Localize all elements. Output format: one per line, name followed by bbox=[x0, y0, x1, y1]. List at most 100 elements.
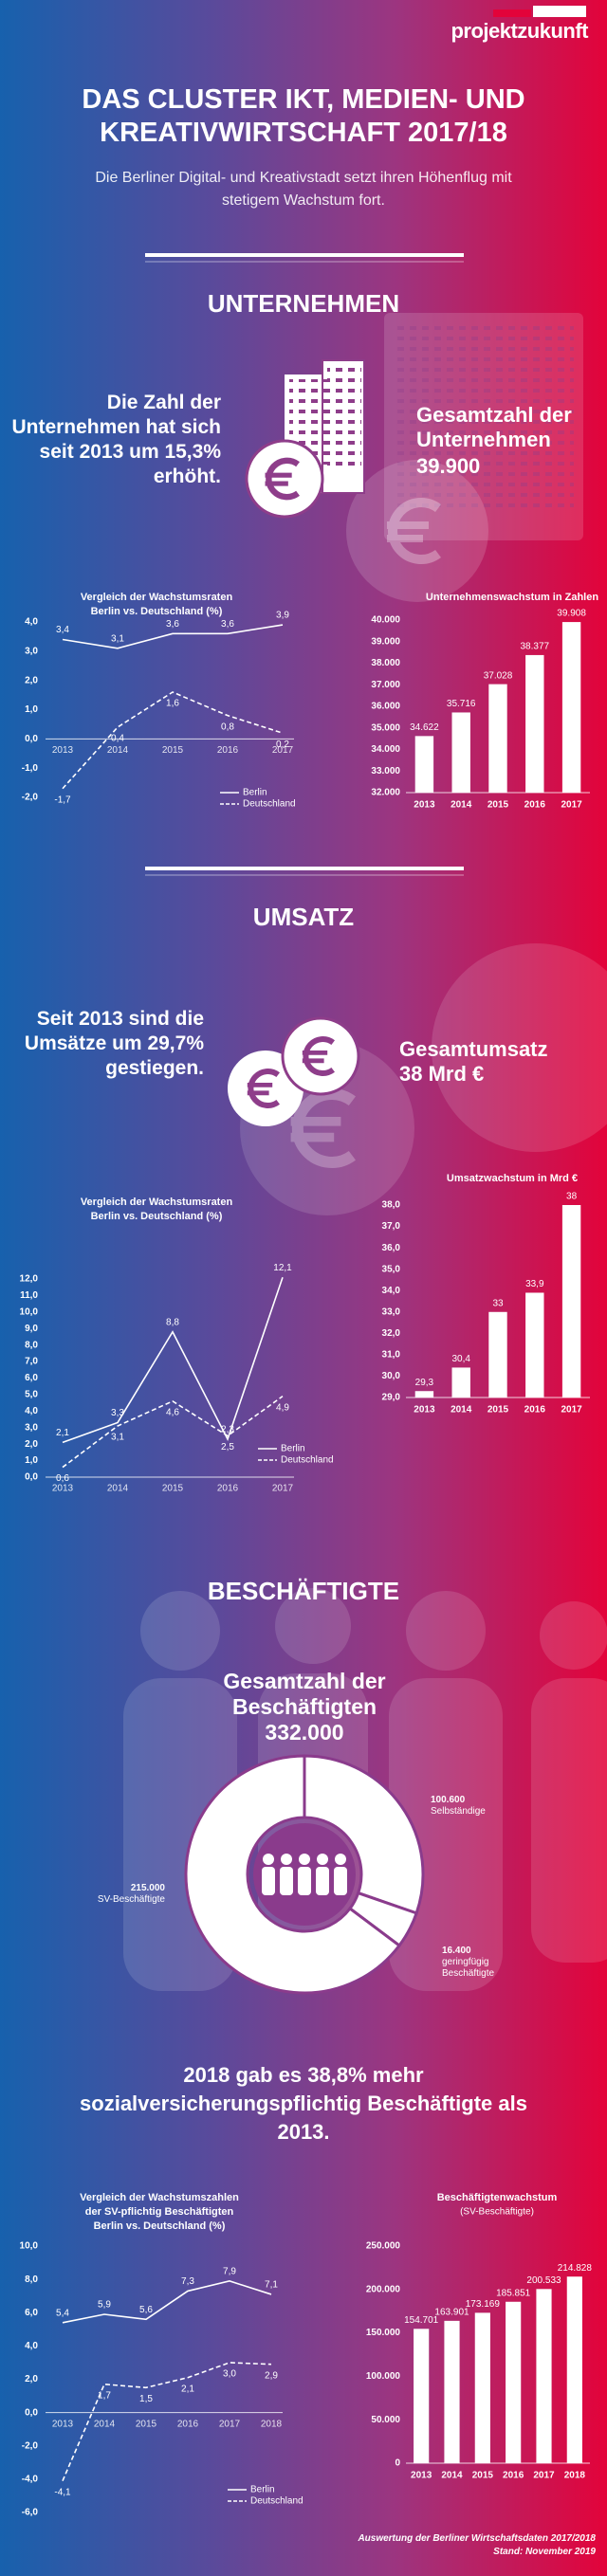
bar bbox=[451, 1367, 470, 1398]
building-icon bbox=[245, 359, 365, 519]
data-label: 35.716 bbox=[447, 699, 476, 709]
person-icon bbox=[299, 1854, 310, 1865]
x-tick-label: 2017 bbox=[533, 2471, 555, 2481]
y-tick-label: 6,0 bbox=[25, 2308, 38, 2318]
x-tick-label: 2014 bbox=[107, 745, 129, 756]
data-label: 12,1 bbox=[273, 1263, 292, 1273]
x-tick-label: 2014 bbox=[451, 800, 472, 811]
data-label: 0,8 bbox=[221, 722, 234, 732]
x-tick-label: 2016 bbox=[503, 2471, 524, 2481]
y-tick-label: 30,0 bbox=[382, 1371, 401, 1381]
x-tick-label: 2013 bbox=[414, 1405, 435, 1416]
data-label: 4,6 bbox=[166, 1408, 179, 1418]
total-value: 39.900 bbox=[416, 454, 481, 478]
data-label: 2,1 bbox=[181, 2384, 194, 2394]
y-tick-label: 3,0 bbox=[25, 1422, 38, 1433]
x-tick-label: 2018 bbox=[564, 2471, 586, 2481]
data-label: 2,1 bbox=[56, 1428, 69, 1438]
chart-title: Umsatzwachstum in Mrd € bbox=[447, 1173, 578, 1184]
y-tick-label: 2,0 bbox=[25, 1439, 38, 1450]
y-tick-label: -2,0 bbox=[22, 2440, 39, 2451]
y-tick-label: 150.000 bbox=[366, 2328, 401, 2338]
data-label: 1,7 bbox=[98, 2390, 111, 2401]
logo-bar bbox=[493, 9, 531, 17]
data-label: 0,2 bbox=[276, 740, 289, 750]
logo: projektzukunft bbox=[451, 19, 588, 43]
x-tick-label: 2016 bbox=[524, 1405, 546, 1416]
x-tick-label: 2016 bbox=[524, 800, 546, 811]
legend-label: Deutschland bbox=[250, 2496, 304, 2507]
y-tick-label: 36.000 bbox=[371, 702, 400, 712]
x-tick-label: 2015 bbox=[162, 745, 184, 756]
y-tick-label: 2,0 bbox=[25, 2374, 38, 2384]
y-tick-label: 10,0 bbox=[20, 2241, 39, 2252]
y-tick-label: 3,0 bbox=[25, 646, 38, 656]
y-tick-label: 8,0 bbox=[25, 1340, 38, 1350]
y-tick-label: 250.000 bbox=[366, 2241, 401, 2252]
x-tick-label: 2013 bbox=[52, 745, 74, 756]
y-tick-label: 38,0 bbox=[382, 1200, 401, 1211]
y-tick-label: 0,0 bbox=[25, 734, 38, 744]
total-label: Gesamtzahl der Unternehmen bbox=[416, 403, 572, 451]
data-label: 2,5 bbox=[221, 1442, 234, 1452]
y-tick-label: 12,0 bbox=[20, 1274, 39, 1285]
data-label: 29,3 bbox=[415, 1378, 434, 1388]
data-label: 173.169 bbox=[466, 2299, 501, 2310]
pie-value-label: 215.000 bbox=[130, 1883, 165, 1893]
y-tick-label: -4,0 bbox=[22, 2475, 39, 2485]
person-icon bbox=[281, 1854, 292, 1865]
x-tick-label: 2016 bbox=[217, 1484, 239, 1494]
data-label: 38 bbox=[566, 1192, 578, 1202]
y-tick-label: 34,0 bbox=[382, 1286, 401, 1296]
data-label: 5,4 bbox=[56, 2308, 69, 2318]
data-label: 7,9 bbox=[223, 2267, 236, 2277]
person-icon bbox=[262, 1867, 275, 1895]
data-label: 3,1 bbox=[111, 633, 124, 644]
person-icon bbox=[263, 1854, 274, 1865]
y-tick-label: 200.000 bbox=[366, 2284, 401, 2294]
bar bbox=[536, 2289, 552, 2463]
data-label: -1,7 bbox=[54, 795, 71, 805]
data-label: 39.908 bbox=[557, 609, 586, 619]
line-series bbox=[62, 691, 284, 790]
x-tick-label: 2015 bbox=[162, 1484, 184, 1494]
y-tick-label: 8,0 bbox=[25, 2275, 38, 2285]
coin-backdrop bbox=[432, 943, 607, 1152]
pie-category-label: geringfügig Beschäftigte bbox=[442, 1957, 495, 1979]
bar bbox=[414, 2329, 430, 2463]
y-tick-label: 29,0 bbox=[382, 1393, 401, 1403]
y-tick-label: -6,0 bbox=[22, 2508, 39, 2518]
legend-label: Berlin bbox=[281, 1444, 305, 1454]
data-label: 7,3 bbox=[181, 2276, 194, 2287]
building-windows bbox=[394, 322, 574, 512]
legend-label: Berlin bbox=[250, 2485, 275, 2495]
person-icon bbox=[280, 1867, 293, 1895]
pie-category-label: Selbständige bbox=[431, 1806, 486, 1817]
section-heading: BESCHÄFTIGTE bbox=[207, 1577, 400, 1605]
section-heading: UNTERNEHMEN bbox=[207, 289, 400, 318]
chart-title: Vergleich der Wachstumsraten bbox=[81, 1197, 233, 1208]
data-label: 4,9 bbox=[276, 1402, 289, 1413]
bar bbox=[561, 1205, 581, 1398]
bar bbox=[414, 736, 434, 793]
x-tick-label: 2017 bbox=[272, 745, 294, 756]
x-tick-label: 2017 bbox=[272, 1484, 294, 1494]
footer-source: Auswertung der Berliner Wirtschaftsdaten… bbox=[358, 2533, 596, 2544]
legend-label: Deutschland bbox=[243, 799, 296, 810]
y-tick-label: 4,0 bbox=[25, 1406, 38, 1416]
chart-subtitle: (SV-Beschäftigte) bbox=[460, 2207, 534, 2218]
y-tick-label: 38.000 bbox=[371, 658, 400, 668]
data-label: 3,0 bbox=[223, 2369, 236, 2380]
chart-title: Vergleich der Wachstumszahlen bbox=[80, 2192, 239, 2203]
section-statement: 2018 gab es 38,8% mehr sozialversicherun… bbox=[80, 2063, 527, 2144]
y-tick-label: 50.000 bbox=[371, 2415, 400, 2425]
data-label: 33 bbox=[492, 1298, 504, 1308]
y-tick-label: 9,0 bbox=[25, 1324, 38, 1334]
data-label: 8,8 bbox=[166, 1317, 179, 1327]
data-label: 5,6 bbox=[139, 2305, 153, 2315]
y-tick-label: 37.000 bbox=[371, 680, 400, 690]
pie-category-label: SV-Beschäftigte bbox=[97, 1894, 165, 1905]
y-tick-label: 37,0 bbox=[382, 1221, 401, 1232]
chart-title: Berlin vs. Deutschland (%) bbox=[91, 606, 223, 617]
